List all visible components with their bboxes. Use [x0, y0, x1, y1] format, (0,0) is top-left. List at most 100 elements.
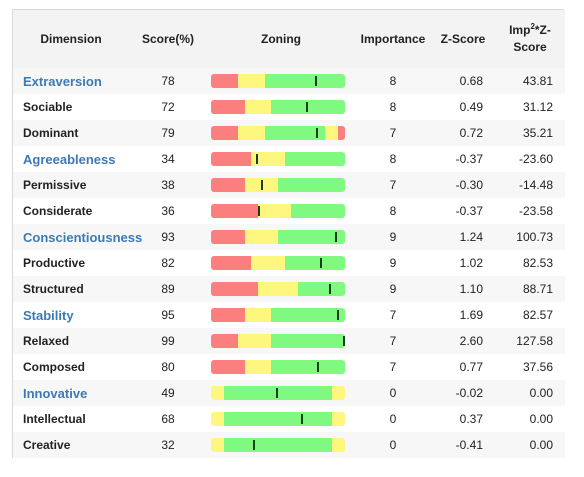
zone-segment-yellow — [237, 334, 272, 348]
zscore-cell: 1.69 — [459, 308, 483, 322]
zoning-bar — [211, 74, 345, 88]
zscore-cell: 0.72 — [459, 126, 483, 140]
zone-segment-yellow — [211, 438, 225, 452]
importance-cell: 9 — [389, 256, 397, 270]
dimension-name: Productive — [23, 256, 86, 270]
score-cell: 93 — [161, 230, 175, 244]
zoning-cell — [207, 406, 355, 432]
zone-segment-red — [211, 334, 238, 348]
table-row: Relaxed 99 7 2.60 127.58 — [13, 328, 565, 354]
score-cell: 78 — [161, 74, 175, 88]
score-cell: 36 — [161, 204, 175, 218]
dimension-name: Creative — [23, 438, 71, 452]
zone-segment-green — [264, 126, 325, 140]
category-name: Extraversion — [23, 73, 102, 89]
zoning-cell — [207, 198, 355, 224]
score-marker — [329, 284, 332, 294]
importance-cell: 0 — [389, 438, 397, 452]
category-name: Innovative — [23, 385, 88, 401]
zoning-cell — [207, 328, 355, 354]
dimension-name: Relaxed — [23, 334, 70, 348]
table-row: Agreeableness 34 8 -0.37 -23.60 — [13, 146, 565, 172]
importance-cell: 7 — [389, 126, 397, 140]
zone-segment-yellow — [244, 308, 272, 322]
score-cell: 38 — [161, 178, 175, 192]
zoning-cell — [207, 94, 355, 120]
header-score[interactable]: Score(%) — [141, 31, 194, 46]
header-imp-z-score[interactable]: Imp2*Z-Score — [495, 10, 565, 68]
imp-z-score-cell: 0.00 — [529, 412, 553, 426]
zone-segment-green — [278, 178, 345, 192]
zoning-cell — [207, 302, 355, 328]
zoning-bar — [211, 204, 345, 218]
zoning-bar — [211, 282, 345, 296]
zone-segment-red — [211, 204, 258, 218]
zscore-cell: 1.02 — [459, 256, 483, 270]
zscore-cell: -0.02 — [455, 386, 483, 400]
table-body: Extraversion 78 8 0.68 43.81 Sociable 72 8 0.49 3… — [13, 68, 565, 458]
zoning-cell — [207, 380, 355, 406]
score-marker — [337, 310, 340, 320]
table-row: Conscientiousness 93 9 1.24 100.73 — [13, 224, 565, 250]
dimension-name: Dominant — [23, 126, 79, 140]
importance-cell: 8 — [389, 152, 397, 166]
imp-z-score-cell: 37.56 — [522, 360, 553, 374]
score-marker — [252, 440, 255, 450]
table-row: Intellectual 68 0 0.37 0.00 — [13, 406, 565, 432]
zone-segment-red — [211, 74, 238, 88]
dimension-name: Composed — [23, 360, 86, 374]
zone-segment-red — [211, 282, 258, 296]
score-marker — [342, 336, 345, 346]
imp-z-score-cell: -23.60 — [518, 152, 553, 166]
imp-z-score-cell: 82.57 — [522, 308, 553, 322]
zoning-bar — [211, 386, 345, 400]
zone-segment-yellow — [237, 74, 265, 88]
table-row: Creative 32 0 -0.41 0.00 — [13, 432, 565, 458]
table-row: Structured 89 9 1.10 88.71 — [13, 276, 565, 302]
zscore-cell: -0.37 — [455, 152, 483, 166]
zscore-cell: 1.24 — [459, 230, 483, 244]
zone-segment-yellow — [324, 126, 339, 140]
imp-z-score-cell: 31.12 — [522, 100, 553, 114]
zoning-bar — [211, 178, 345, 192]
score-marker — [334, 232, 337, 242]
score-cell: 95 — [161, 308, 175, 322]
header-importance[interactable]: Importance — [360, 31, 426, 46]
zoning-bar — [211, 100, 345, 114]
table-row: Extraversion 78 8 0.68 43.81 — [13, 68, 565, 94]
zone-segment-yellow — [331, 412, 345, 426]
header-zscore[interactable]: Z-Score — [440, 31, 486, 46]
zone-segment-green — [271, 334, 345, 348]
score-marker — [319, 258, 322, 268]
header-row: Dimension Score(%) Zoning Importance Z-S… — [13, 10, 565, 68]
zoning-cell — [207, 172, 355, 198]
zone-segment-red — [211, 152, 252, 166]
imp-z-score-cell: 100.73 — [516, 230, 553, 244]
results-table-container: Dimension Score(%) Zoning Importance Z-S… — [12, 9, 565, 458]
score-marker — [315, 128, 318, 138]
score-marker — [275, 388, 278, 398]
zoning-bar — [211, 334, 345, 348]
zone-segment-green — [224, 438, 332, 452]
header-zoning[interactable]: Zoning — [261, 31, 301, 46]
zscore-cell: 0.49 — [459, 100, 483, 114]
zone-segment-yellow — [331, 438, 345, 452]
zoning-cell — [207, 120, 355, 146]
zoning-bar — [211, 308, 345, 322]
zone-segment-red — [211, 178, 245, 192]
zone-segment-yellow — [244, 230, 278, 244]
zone-segment-green — [284, 152, 345, 166]
imp-z-score-cell: 127.58 — [516, 334, 553, 348]
score-cell: 79 — [161, 126, 175, 140]
zoning-cell — [207, 146, 355, 172]
header-dimension[interactable]: Dimension — [40, 31, 102, 46]
importance-cell: 8 — [389, 204, 397, 218]
zone-segment-yellow — [211, 412, 225, 426]
zone-segment-green — [291, 204, 345, 218]
zone-segment-yellow — [257, 282, 299, 296]
zone-segment-green — [271, 308, 345, 322]
category-name: Stability — [23, 307, 74, 323]
zone-segment-red — [211, 126, 238, 140]
zoning-bar — [211, 230, 345, 244]
importance-cell: 9 — [389, 282, 397, 296]
